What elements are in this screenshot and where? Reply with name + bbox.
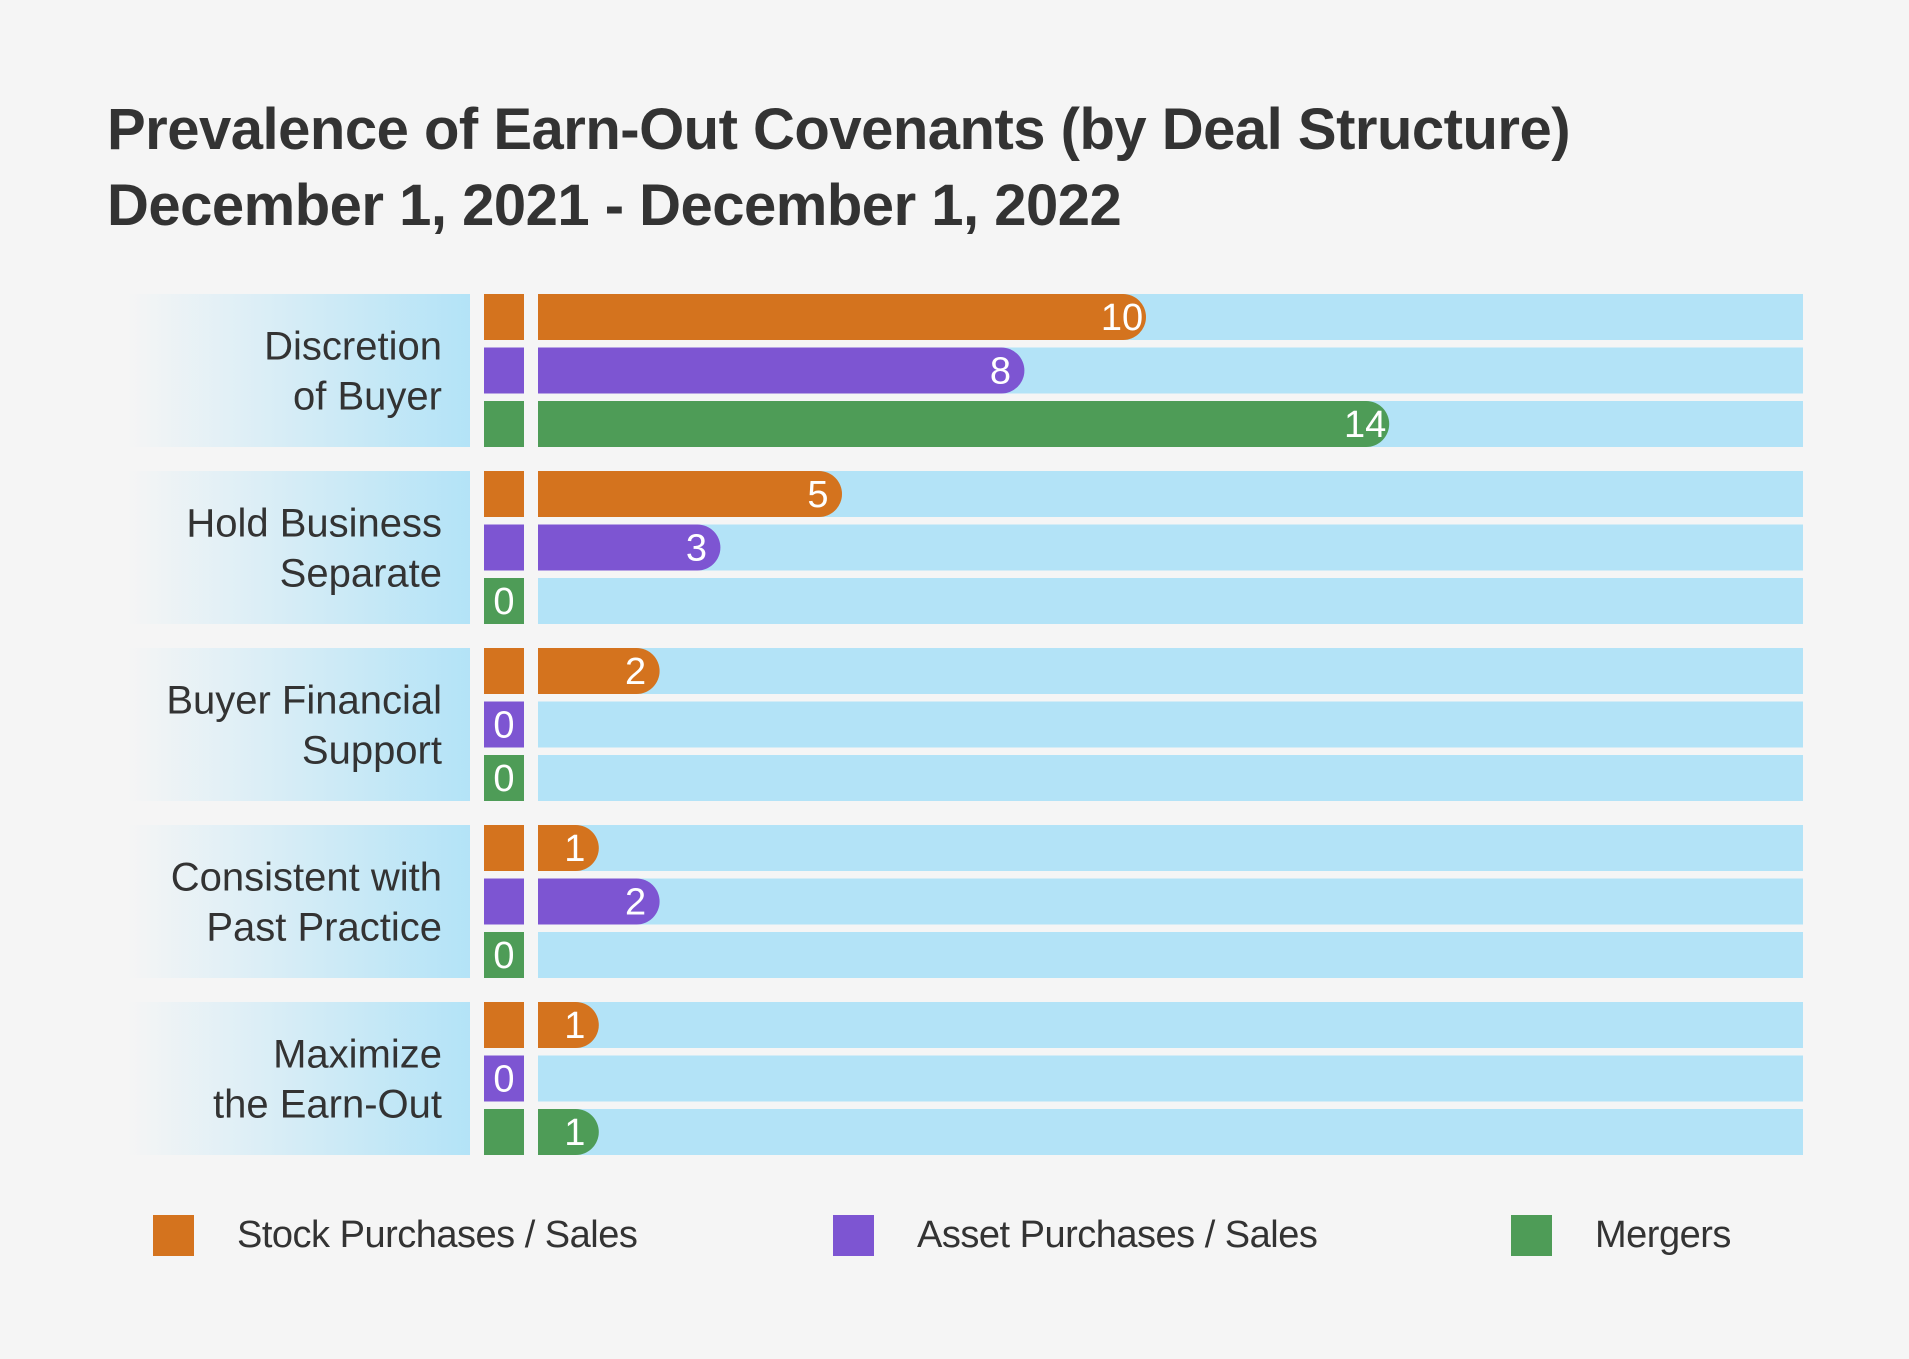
legend-item-stock: Stock Purchases / Sales — [153, 1207, 638, 1263]
series-swatch — [484, 347, 524, 394]
category-label-panel — [128, 471, 470, 624]
legend-swatch-stock — [153, 1214, 194, 1256]
bar-track — [538, 932, 1803, 978]
legend-swatch-asset — [833, 1214, 874, 1256]
category-label: the Earn-Out — [213, 1083, 442, 1127]
bar — [538, 878, 660, 925]
bar — [538, 648, 660, 694]
category-label: Separate — [280, 552, 442, 596]
legend-item-mergers: Mergers — [1511, 1207, 1731, 1263]
category-label: Consistent with — [171, 856, 442, 900]
series-swatch — [484, 932, 524, 978]
category-group: Consistent with Past Practice 12 0 — [128, 825, 1803, 978]
chart-title-line2: December 1, 2021 - December 1, 2022 — [107, 173, 1122, 238]
series-swatch — [484, 524, 524, 571]
category-group: Buyer Financial Support 2 0 0 — [128, 648, 1803, 801]
category-label: Maximize — [273, 1033, 442, 1077]
category-group: Maximize the Earn-Out 1 0 1 — [128, 1002, 1803, 1155]
category-label: Past Practice — [206, 906, 442, 950]
data-label: 1 — [564, 828, 585, 870]
bar-track — [538, 1002, 1803, 1048]
bar — [538, 1002, 599, 1048]
category-label: of Buyer — [293, 375, 442, 419]
legend-label-asset: Asset Purchases / Sales — [917, 1213, 1318, 1256]
bar-track — [538, 701, 1803, 748]
data-label: 5 — [807, 474, 828, 516]
category-label: Discretion — [264, 325, 442, 369]
legend-label-mergers: Mergers — [1595, 1213, 1731, 1256]
series-swatch — [484, 1002, 524, 1048]
data-label: 1 — [564, 1005, 585, 1047]
chart-title-line1: Prevalence of Earn-Out Covenants (by Dea… — [107, 97, 1571, 162]
data-label: 2 — [625, 882, 646, 924]
bar — [538, 524, 721, 571]
bar — [538, 825, 599, 871]
bar-track — [538, 1055, 1803, 1102]
bar — [538, 294, 1146, 340]
series-swatch — [484, 401, 524, 447]
category-label: Buyer Financial — [166, 679, 442, 723]
series-swatch — [484, 878, 524, 925]
series-swatch — [484, 471, 524, 517]
category-label-panel — [128, 648, 470, 801]
category-group: Hold Business Separate 5 3 0 — [128, 471, 1803, 624]
legend-item-asset: Asset Purchases / Sales — [833, 1207, 1318, 1263]
bar — [538, 471, 842, 517]
data-label: 0 — [493, 1059, 514, 1101]
category-group: Discretion of Buyer 10 8 14 — [128, 294, 1803, 447]
data-label: 3 — [686, 528, 707, 570]
data-label: 10 — [1101, 297, 1143, 339]
category-label-panel — [128, 294, 470, 447]
series-swatch — [484, 1055, 524, 1102]
data-label: 1 — [564, 1112, 585, 1154]
bar-track — [538, 648, 1803, 694]
bar — [538, 1109, 599, 1155]
data-label: 2 — [625, 651, 646, 693]
data-label: 0 — [493, 935, 514, 977]
bar-track — [538, 578, 1803, 624]
bar-track — [538, 1109, 1803, 1155]
data-label: 0 — [493, 581, 514, 623]
legend-label-stock: Stock Purchases / Sales — [237, 1213, 638, 1256]
bar — [538, 401, 1390, 447]
data-label: 14 — [1344, 404, 1386, 446]
chart-title: Prevalence of Earn-Out Covenants (by Dea… — [107, 92, 1571, 244]
category-label: Hold Business — [186, 502, 442, 546]
category-label-panel — [128, 825, 470, 978]
bar-track — [538, 755, 1803, 801]
data-label: 0 — [493, 758, 514, 800]
bar-track — [538, 878, 1803, 925]
series-swatch — [484, 648, 524, 694]
series-swatch — [484, 701, 524, 748]
category-label: Support — [302, 729, 442, 773]
data-label: 8 — [990, 351, 1011, 393]
series-swatch — [484, 578, 524, 624]
bar-track — [538, 524, 1803, 571]
series-swatch — [484, 825, 524, 871]
bar — [538, 347, 1025, 394]
data-label: 0 — [493, 705, 514, 747]
series-swatch — [484, 1109, 524, 1155]
bar-track — [538, 825, 1803, 871]
category-label-panel — [128, 1002, 470, 1155]
series-swatch — [484, 294, 524, 340]
legend-swatch-mergers — [1511, 1214, 1552, 1256]
series-swatch — [484, 755, 524, 801]
